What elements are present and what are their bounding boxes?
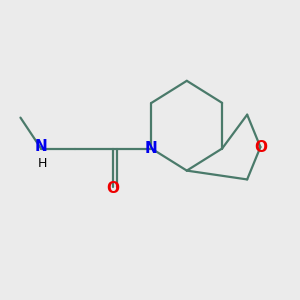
Text: O: O (107, 181, 120, 196)
Text: N: N (35, 139, 47, 154)
Text: N: N (145, 141, 158, 156)
Text: O: O (254, 140, 267, 154)
Text: H: H (38, 157, 47, 170)
